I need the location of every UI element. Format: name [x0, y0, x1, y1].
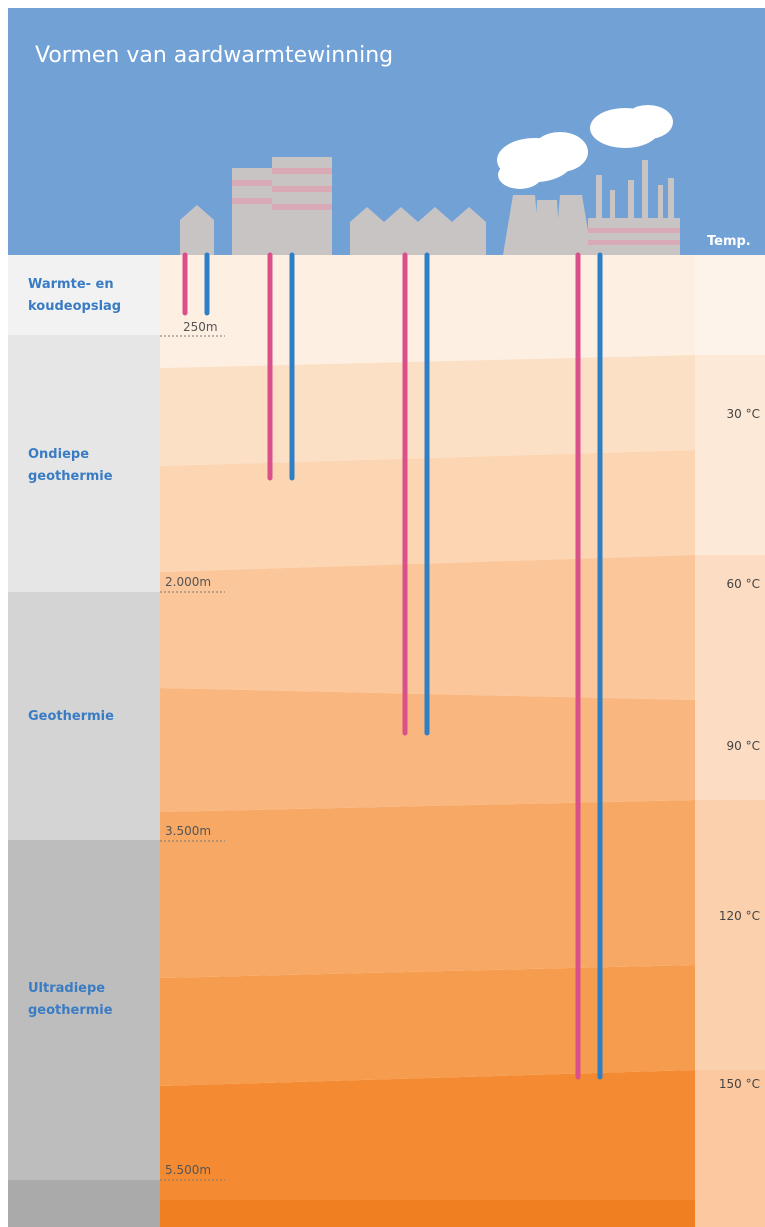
zone-label: koudeopslag: [28, 299, 121, 314]
temperature-label: 30 °C: [727, 407, 760, 421]
temperature-label: 150 °C: [719, 1077, 760, 1091]
depth-label: 2.000m: [165, 575, 211, 589]
temperature-label: 90 °C: [727, 739, 760, 753]
zone-label: geothermie: [28, 469, 113, 484]
zone-label: Warmte- en: [28, 277, 114, 292]
zone-label: Geothermie: [28, 709, 114, 724]
temp-header: Temp.: [707, 234, 751, 249]
zone-label: Ultradiepe: [28, 981, 105, 996]
title: Vormen van aardwarmtewinning: [35, 43, 393, 68]
depth-label: 5.500m: [165, 1163, 211, 1177]
diagram: Vormen van aardwarmtewinning Temp. Warmt…: [0, 0, 765, 1227]
zone-label: geothermie: [28, 1003, 113, 1018]
background: [8, 8, 765, 1227]
zone-label: Ondiepe: [28, 447, 89, 462]
depth-label: 250m: [183, 320, 218, 334]
depth-label: 3.500m: [165, 824, 211, 838]
temperature-label: 60 °C: [727, 577, 760, 591]
temperature-label: 120 °C: [719, 909, 760, 923]
